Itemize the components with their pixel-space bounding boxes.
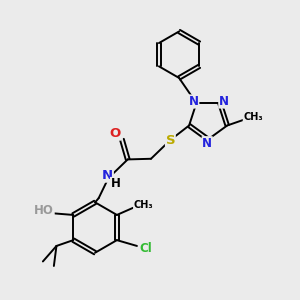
Text: HO: HO: [34, 204, 54, 217]
Text: O: O: [109, 127, 120, 140]
Text: S: S: [166, 134, 175, 146]
Text: N: N: [202, 137, 212, 150]
Text: H: H: [110, 178, 120, 190]
Text: Cl: Cl: [140, 242, 152, 255]
Text: CH₃: CH₃: [243, 112, 263, 122]
Text: N: N: [189, 95, 199, 108]
Text: N: N: [102, 169, 113, 182]
Text: N: N: [219, 95, 229, 108]
Text: CH₃: CH₃: [134, 200, 153, 210]
